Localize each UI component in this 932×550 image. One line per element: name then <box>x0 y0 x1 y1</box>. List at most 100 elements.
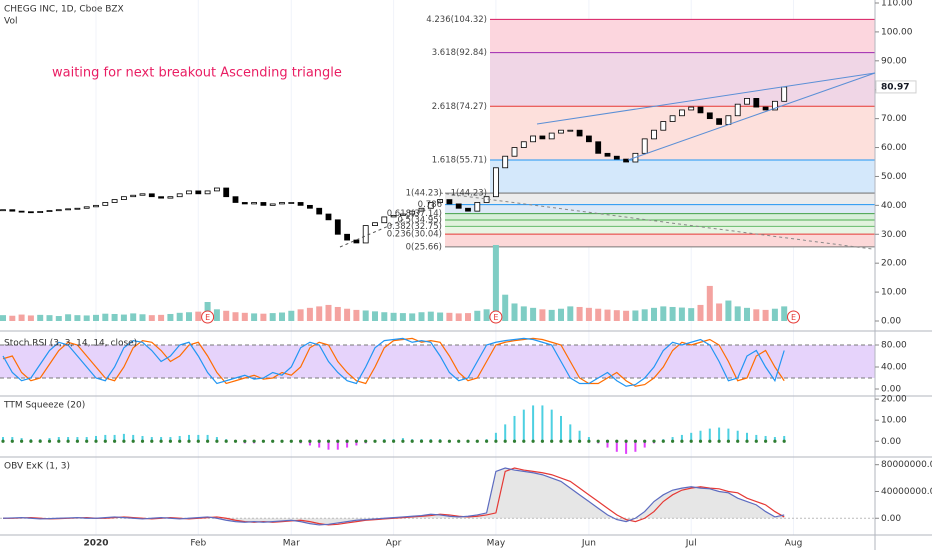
volume-bar <box>241 312 248 321</box>
candle <box>511 147 518 157</box>
volume-bar <box>520 306 527 321</box>
y-tick-label: 100.00 <box>881 27 913 37</box>
squeeze-dot <box>615 439 619 443</box>
volume-bar <box>344 308 351 321</box>
fib-band <box>490 19 875 53</box>
histogram-bar <box>160 437 163 442</box>
candle <box>102 202 109 206</box>
volume-bar <box>381 312 388 321</box>
histogram-bar <box>578 430 581 442</box>
histogram-bar <box>178 435 181 442</box>
histogram-bar <box>346 441 349 448</box>
volume-bar <box>604 309 611 321</box>
y-tick-label: 40.00 <box>881 201 907 211</box>
squeeze-dot <box>726 439 731 443</box>
squeeze-dot <box>224 439 228 443</box>
squeeze-dot <box>252 439 256 443</box>
x-tick-label: Apr <box>386 539 402 549</box>
volume-bar <box>102 313 109 321</box>
volume-bar <box>130 313 137 321</box>
y-tick-label: 0.00 <box>881 437 901 447</box>
candle <box>520 141 527 148</box>
squeeze-dot <box>373 439 377 443</box>
candle <box>288 202 295 204</box>
volume-bar <box>251 313 258 321</box>
volume-bar <box>353 309 360 321</box>
candle <box>74 207 81 210</box>
squeeze-dot <box>317 439 321 443</box>
fib-band <box>445 193 875 205</box>
volume-bar <box>567 306 574 321</box>
squeeze-dot <box>503 439 507 443</box>
fib-band <box>490 52 875 107</box>
earnings-marker <box>201 310 215 324</box>
squeeze-dot <box>382 439 386 443</box>
volume-bar <box>595 308 602 321</box>
x-tick-label: Feb <box>190 539 206 549</box>
y-tick-label: 20.00 <box>881 259 907 269</box>
histogram-bar <box>532 405 535 442</box>
squeeze-dot <box>485 439 489 443</box>
histogram-bar <box>327 441 330 450</box>
series-line <box>2 467 785 526</box>
squeeze-dot <box>680 439 684 443</box>
y-tick-label: 10.00 <box>881 416 907 426</box>
candle <box>744 98 750 105</box>
volume-bar <box>325 304 332 321</box>
histogram-bar <box>206 434 209 442</box>
candle <box>762 106 769 111</box>
squeeze-dot <box>568 439 572 443</box>
squeeze-dot <box>652 439 656 443</box>
fib-band <box>490 159 875 194</box>
fib-label: 0.382(32.75) <box>387 222 442 232</box>
histogram-bar <box>85 437 88 442</box>
squeeze-dot <box>466 439 470 443</box>
histogram-bar <box>755 434 758 442</box>
histogram-bar <box>494 432 497 442</box>
squeeze-dot <box>75 439 79 443</box>
volume-bar <box>93 314 99 321</box>
y-tick-label: 90.00 <box>881 56 907 66</box>
volume-bar <box>734 306 741 321</box>
histogram-bar <box>764 435 767 442</box>
histogram-bar <box>169 437 172 442</box>
squeeze-dot <box>736 439 740 443</box>
volume-bar <box>120 314 127 321</box>
volume-bar <box>65 314 72 321</box>
squeeze-dot <box>717 439 721 443</box>
volume-bar <box>158 314 165 321</box>
squeeze-dot <box>345 439 349 443</box>
volume-bar <box>446 312 453 321</box>
squeeze-dot <box>10 439 14 443</box>
volume-bar <box>465 313 471 321</box>
histogram-bar <box>318 441 321 448</box>
candle <box>139 193 146 196</box>
squeeze-dot <box>494 439 498 443</box>
squeeze-dot <box>522 439 526 443</box>
histogram-bar <box>773 437 776 442</box>
volume-bar <box>483 309 490 321</box>
fib-band <box>445 234 875 247</box>
volume-bar <box>585 307 592 321</box>
volume-bar <box>139 314 146 321</box>
candle <box>539 135 546 140</box>
candle <box>418 207 425 212</box>
fib-band <box>445 213 875 220</box>
candle <box>306 204 313 209</box>
histogram-bar <box>113 434 116 442</box>
candle <box>734 103 741 117</box>
volume-bar <box>632 310 639 321</box>
candle <box>186 190 192 195</box>
squeeze-dot <box>475 439 479 443</box>
y-tick-label: 110.00 <box>881 0 913 9</box>
volume-bar <box>260 313 267 321</box>
squeeze-dot <box>689 439 693 443</box>
squeeze-dot <box>150 439 154 443</box>
squeeze-dot <box>113 439 117 443</box>
candle <box>455 203 462 209</box>
squeeze-dot <box>20 439 24 443</box>
volume-bar <box>195 311 202 321</box>
histogram-bar <box>671 437 674 442</box>
y-tick-label: 60.00 <box>881 143 907 153</box>
squeeze-dot <box>122 439 126 443</box>
